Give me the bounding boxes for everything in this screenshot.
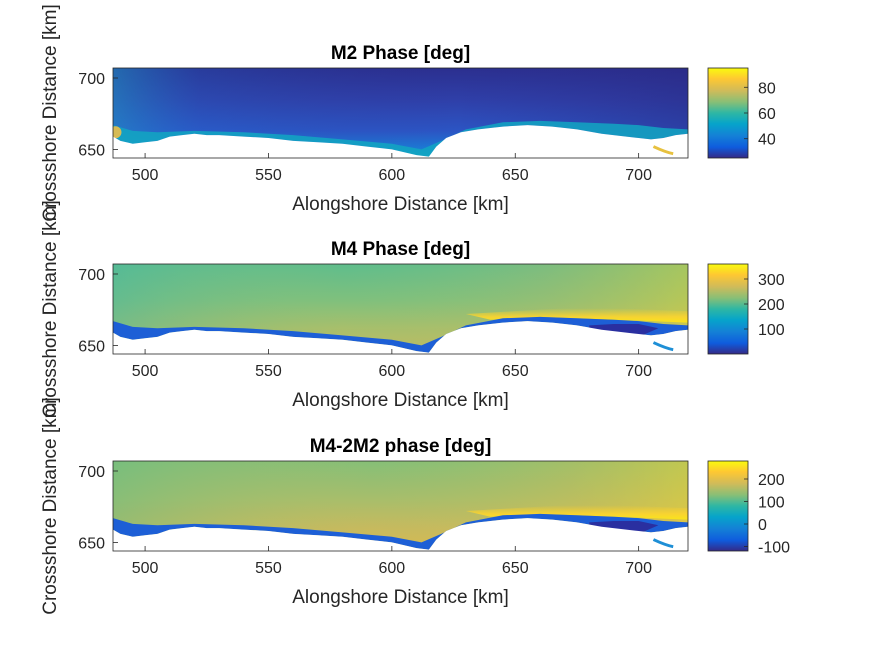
x-tick-label: 550 bbox=[255, 167, 282, 184]
x-tick-label: 700 bbox=[625, 560, 652, 577]
x-tick-label: 550 bbox=[255, 560, 282, 577]
y-tick-label: 700 bbox=[78, 267, 105, 284]
x-tick-label: 500 bbox=[132, 363, 159, 380]
phase-field-2 bbox=[113, 264, 688, 354]
land-mask-2 bbox=[113, 321, 688, 354]
x-axis-label-3: Alongshore Distance [km] bbox=[292, 587, 509, 608]
coastal-hotspot-west bbox=[113, 126, 122, 139]
colorbar-tick-label: -100 bbox=[758, 540, 790, 557]
axes-frame-2 bbox=[112, 263, 689, 355]
axes-frame-3 bbox=[112, 460, 689, 552]
y-tick-label: 650 bbox=[78, 338, 105, 355]
x-tick-label: 650 bbox=[502, 363, 529, 380]
colorbar-tick-label: 200 bbox=[758, 472, 785, 489]
colorbar-tick-label: 100 bbox=[758, 495, 785, 512]
x-tick-label: 600 bbox=[379, 560, 406, 577]
x-axis-label-2: Alongshore Distance [km] bbox=[292, 390, 509, 411]
x-tick-label: 700 bbox=[625, 167, 652, 184]
colorbar-tick-label: 60 bbox=[758, 106, 776, 123]
hot-band-3 bbox=[465, 505, 688, 520]
x-tick-label: 550 bbox=[255, 363, 282, 380]
x-tick-label: 700 bbox=[625, 363, 652, 380]
coastal-band-2 bbox=[113, 316, 688, 353]
y-tick-label: 650 bbox=[78, 142, 105, 159]
colorbar-tick-label: 200 bbox=[758, 297, 785, 314]
coastal-band-1 bbox=[113, 120, 688, 157]
y-axis-label-2: Crossshore Distance [km] bbox=[40, 200, 61, 418]
x-tick-label: 600 bbox=[379, 167, 406, 184]
x-tick-label: 650 bbox=[502, 167, 529, 184]
colorbar-tick-label: 300 bbox=[758, 272, 785, 289]
x-tick-label: 500 bbox=[132, 560, 159, 577]
y-tick-label: 700 bbox=[78, 71, 105, 88]
panel-2: 500 550 600 650 700 650 700 M4 Phase [deg] Along… bbox=[40, 200, 785, 418]
inlet-1 bbox=[652, 145, 674, 156]
inlet-2 bbox=[652, 341, 674, 352]
colorbar-tick-label: 0 bbox=[758, 517, 767, 534]
coastal-band-3 bbox=[113, 513, 688, 550]
y-axis-label-3: Crossshore Distance [km] bbox=[40, 397, 61, 615]
colorbar-tick-label: 100 bbox=[758, 322, 785, 339]
x-tick-label: 500 bbox=[132, 167, 159, 184]
y-axis-label-1: Crossshore Distance [km] bbox=[40, 4, 61, 222]
land-mask-1 bbox=[113, 125, 688, 158]
x-axis-label-1: Alongshore Distance [km] bbox=[292, 194, 509, 215]
colorbar-1 bbox=[707, 67, 749, 159]
panel-1: 500 550 600 650 700 650 700 M2 Phase [deg] Along… bbox=[40, 4, 776, 222]
y-tick-label: 650 bbox=[78, 535, 105, 552]
colorbar-2 bbox=[707, 263, 749, 355]
colorbar-tick-label: 80 bbox=[758, 80, 776, 97]
panel-title-3: M4-2M2 phase [deg] bbox=[310, 436, 492, 457]
panel-title-2: M4 Phase [deg] bbox=[331, 239, 470, 260]
x-tick-label: 650 bbox=[502, 560, 529, 577]
panel-3: 500 550 600 650 700 650 700 M4-2M2 phase [deg] A… bbox=[40, 397, 790, 615]
phase-field-1 bbox=[113, 68, 688, 158]
axes-frame-1 bbox=[112, 67, 689, 159]
phase-field-3 bbox=[113, 461, 688, 551]
x-tick-label: 600 bbox=[379, 363, 406, 380]
land-mask-3 bbox=[113, 518, 688, 551]
inlet-3 bbox=[652, 538, 674, 549]
colorbar-3 bbox=[707, 460, 749, 552]
colorbar-tick-label: 40 bbox=[758, 132, 776, 149]
panel-title-1: M2 Phase [deg] bbox=[331, 43, 470, 64]
hot-band-2 bbox=[465, 308, 688, 323]
y-tick-label: 700 bbox=[78, 464, 105, 481]
